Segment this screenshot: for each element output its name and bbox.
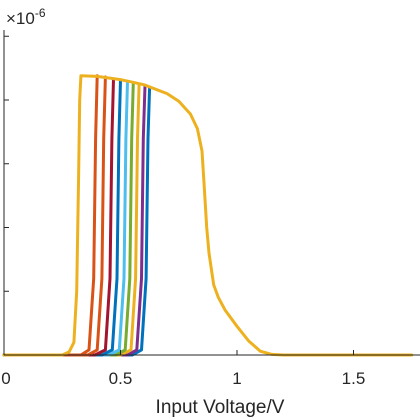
series-line-9 — [2, 74, 99, 357]
x-tick-label-1: 0 — [1, 369, 10, 388]
axes-layer — [3, 30, 420, 356]
x-tick-label-3: 1 — [232, 369, 241, 388]
x-tick-label-2: 0.5 — [109, 369, 133, 388]
ticks-layer: 0 0.5 1 1.5 — [1, 35, 366, 388]
series-line-10 — [2, 74, 414, 357]
series-layer — [2, 74, 414, 357]
x-tick-label-4: 1.5 — [342, 369, 366, 388]
y-multiplier-label: ×10-6 — [6, 6, 46, 28]
x-axis-title: Input Voltage/V — [156, 397, 285, 418]
